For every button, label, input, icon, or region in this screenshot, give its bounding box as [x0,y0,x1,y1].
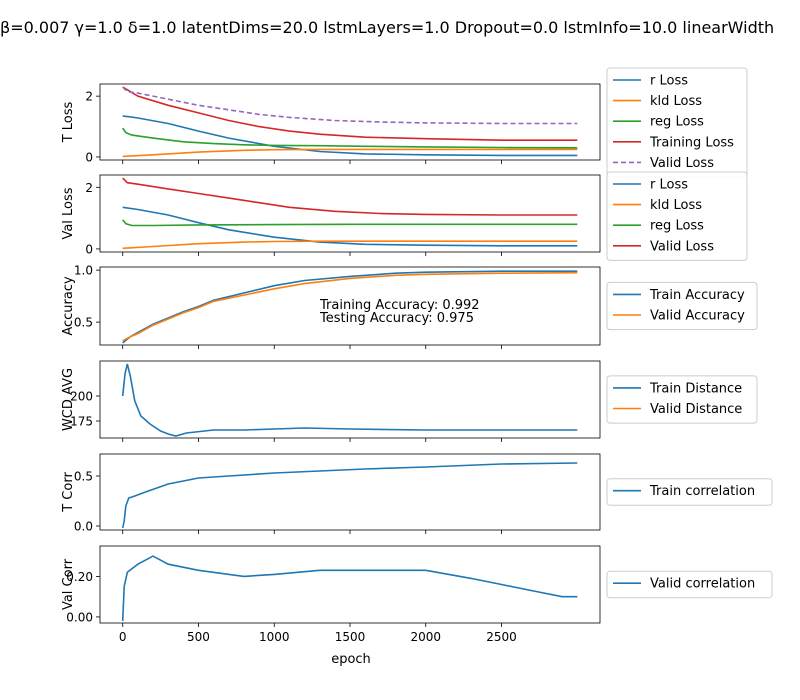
legend-entry-valid-loss: Valid Loss [650,239,714,254]
series-line-kld-loss [122,148,578,158]
panel-t-loss: 0 2 T Loss r Loss kld Loss reg Loss Training L… [61,67,748,178]
accuracy-annotation: Testing Accuracy: 0.975 [319,311,474,326]
series-line-train-accuracy [122,270,578,344]
y-tick-label: 0 [85,150,93,164]
panel-t-corr: 0.0 0.5T Corr Train correlation [61,453,773,534]
legend-entry-reg-loss: reg Loss [650,219,704,234]
legend-entry-train-distance: Train Distance [649,381,742,396]
x-tick-label: 500 [187,630,210,644]
series-line-train-correlation [121,462,578,529]
legend-entry-kld-loss: kld Loss [650,198,702,213]
x-axis-label: epoch [331,652,371,667]
legend-entry-kld-loss: kld Loss [650,94,702,109]
legend-entry-valid-distance: Valid Distance [650,402,742,417]
legend-entry-train-accuracy: Train Accuracy [649,288,745,303]
panel-val-loss: 0 2 Val Loss r Loss kld Loss reg Loss Valid Lo… [61,171,748,261]
axes-frame [99,453,601,531]
series-line-r-loss [122,206,578,247]
legend-box [606,375,758,424]
y-tick-label: 0.20 [66,570,93,584]
y-tick-label: 175 [70,415,93,429]
y-tick-label: 0 [85,242,93,256]
x-tick-label: 1500 [335,630,366,644]
series-line-valid-loss [122,86,578,125]
series-line-training-loss [122,86,578,141]
series-line-reg-loss [122,219,578,227]
x-tick-label: 0 [119,630,127,644]
y-axis-label: Val Loss [61,187,76,239]
legend: r Loss kld Loss reg Loss Training Loss Valid… [606,67,748,178]
legend: r Loss kld Loss reg Loss Valid Loss [606,171,748,261]
legend-entry-train-correlation: Train correlation [649,484,755,499]
y-axis-label: WCD AVG [61,368,76,431]
legend: Train Distance Valid Distance [606,375,758,424]
y-axis-label: Accuracy [61,276,76,336]
y-tick-label: 1.0 [74,264,93,278]
series-line-valid-correlation [121,555,578,622]
legend-entry-valid-accuracy: Valid Accuracy [650,309,745,324]
y-axis-label: T Corr [61,472,76,513]
y-tick-label: 0.00 [66,610,93,624]
legend-box [606,478,773,506]
legend-entry-reg-loss: reg Loss [650,115,704,130]
legend-box [606,570,773,599]
series-line-r-loss [122,115,578,157]
x-tick-label: 2500 [486,630,517,644]
legend-entry-r-loss: r Loss [650,178,688,193]
legend-entry-r-loss: r Loss [650,74,688,89]
legend: Train correlation [606,478,773,506]
legend-entry-training-loss: Training Loss [649,135,734,150]
x-tick-label: 2000 [410,630,441,644]
y-tick-label: 0.5 [74,470,93,484]
chart-panels: 0 2 T Loss r Loss kld Loss reg Loss Training L… [61,67,773,644]
axes-frame [99,545,601,624]
axes-frame [99,360,601,439]
series-line-valid-accuracy [122,271,578,342]
x-tick-label: 1000 [259,630,290,644]
y-axis-label: Val Corr [61,558,76,610]
accuracy-annotation: Training Accuracy: 0.992 [319,298,480,313]
series-line-reg-loss [122,127,578,149]
legend-entry-valid-loss: Valid Loss [650,156,714,171]
series-line-valid-loss [122,177,578,216]
y-tick-label: 2 [85,90,93,104]
y-tick-label: 200 [70,390,93,404]
y-tick-label: 2 [85,181,93,195]
legend-entry-valid-correlation: Valid correlation [650,577,755,592]
legend: Valid correlation [606,570,773,599]
panel-val-corr: 0.00 0.20 0 500 1000 1500 2000 2500 Val Corr Vali… [61,545,773,644]
legend: Train Accuracy Valid Accuracy [606,281,758,331]
figure-title: β=0.007 γ=1.0 δ=1.0 latentDims=20.0 lstm… [0,18,774,37]
y-tick-label: 0.5 [74,316,93,330]
y-axis-label: T Loss [61,101,76,143]
series-line-kld-loss [122,240,578,250]
legend-box [606,281,758,331]
y-tick-label: 0.0 [74,520,93,534]
series-line-train-distance [121,363,578,437]
legend-box [606,171,748,261]
